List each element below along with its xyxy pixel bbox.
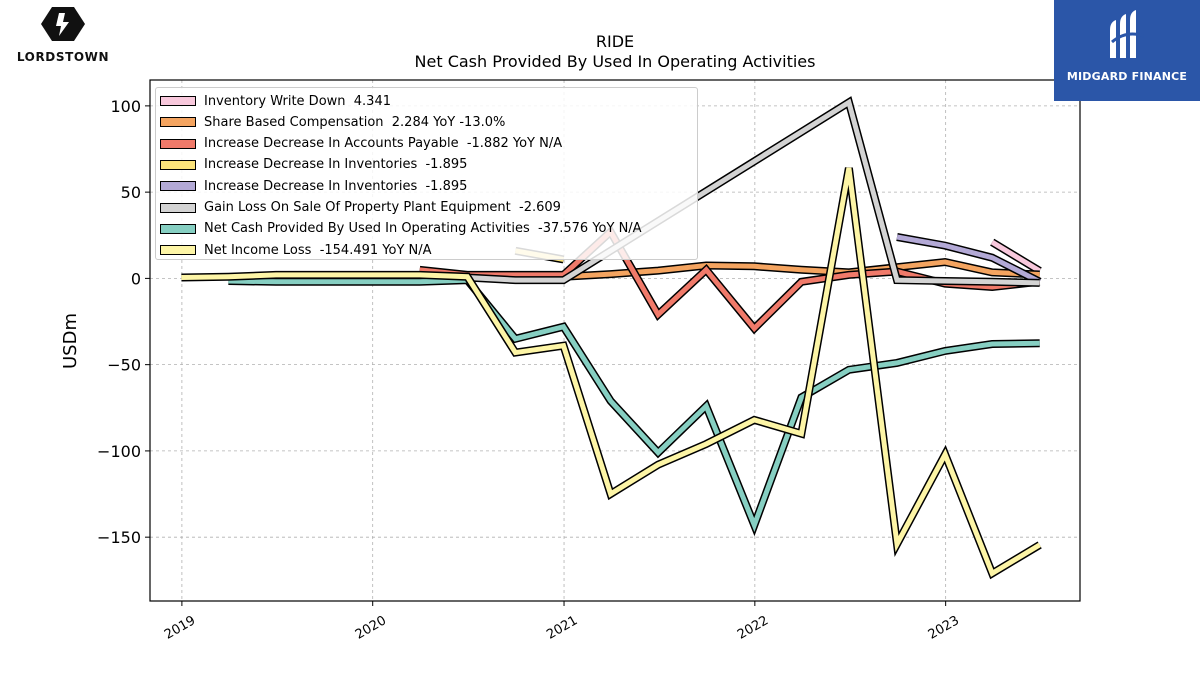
chart-legend: Inventory Write Down 4.341 Share Based Co… xyxy=(155,87,698,260)
legend-label: Gain Loss On Sale Of Property Plant Equi… xyxy=(204,200,561,215)
series-lines xyxy=(181,96,1042,580)
series-core xyxy=(990,240,1041,274)
legend-item: Increase Decrease In Inventories -1.895 xyxy=(160,155,467,175)
y-tick-label: 50 xyxy=(121,183,141,202)
legend-label: Net Income Loss -154.491 YoY N/A xyxy=(204,242,432,258)
legend-swatch xyxy=(160,159,196,170)
legend-swatch xyxy=(160,96,196,106)
lordstown-wordmark: LORDSTOWN xyxy=(16,50,110,64)
series-line-6 xyxy=(228,276,1040,537)
legend-item: Increase Decrease In Inventories -1.895 xyxy=(160,176,467,196)
series-line-0 xyxy=(990,238,1042,275)
series-core xyxy=(467,98,1040,286)
x-tick-label: 2021 xyxy=(544,613,580,643)
x-tick-label: 2019 xyxy=(162,613,198,643)
legend-label: Increase Decrease In Accounts Payable -1… xyxy=(204,136,563,152)
series-core xyxy=(228,277,1040,533)
x-tick-label: 2020 xyxy=(353,613,389,643)
series-core xyxy=(896,234,1041,284)
y-tick-label: −150 xyxy=(97,528,141,547)
lordstown-bolt-icon xyxy=(41,7,85,41)
legend-swatch xyxy=(160,223,196,234)
y-axis-label: USDm xyxy=(60,313,81,369)
x-tick-label: 2023 xyxy=(926,613,962,643)
legend-label: Share Based Compensation 2.284 YoY -13.0… xyxy=(204,114,506,130)
legend-swatch xyxy=(160,245,196,256)
midgard-finance-logo: MIDGARD FINANCE xyxy=(1054,0,1200,101)
lordstown-logo: LORDSTOWN xyxy=(4,4,122,66)
legend-label: Inventory Write Down 4.341 xyxy=(204,93,391,109)
legend-item: Inventory Write Down 4.341 xyxy=(160,91,391,111)
legend-item: Increase Decrease In Accounts Payable -1… xyxy=(160,134,562,154)
legend-swatch xyxy=(160,138,196,149)
midgard-emblem-icon xyxy=(1110,10,1145,58)
legend-label: Increase Decrease In Inventories -1.895 xyxy=(204,157,468,173)
legend-item: Net Income Loss -154.491 YoY N/A xyxy=(160,240,432,260)
series-line-5 xyxy=(467,96,1040,287)
y-tick-label: 0 xyxy=(131,269,141,288)
legend-item: Share Based Compensation 2.284 YoY -13.0… xyxy=(160,112,505,132)
chart-title: RIDE xyxy=(595,32,635,51)
legend-label: Increase Decrease In Inventories -1.895 xyxy=(204,178,468,194)
legend-item: Gain Loss On Sale Of Property Plant Equi… xyxy=(160,198,561,218)
legend-item: Net Cash Provided By Used In Operating A… xyxy=(160,219,642,239)
chart-subtitle: Net Cash Provided By Used In Operating A… xyxy=(414,52,816,71)
series-outline xyxy=(228,276,1040,537)
y-tick-label: −50 xyxy=(107,356,141,375)
series-line-4 xyxy=(896,233,1042,286)
legend-label: Net Cash Provided By Used In Operating A… xyxy=(204,221,642,237)
series-core xyxy=(181,167,1041,578)
legend-swatch xyxy=(160,202,196,213)
y-tick-label: −100 xyxy=(97,442,141,461)
legend-swatch xyxy=(160,181,196,192)
legend-swatch xyxy=(160,117,196,128)
x-tick-label: 2022 xyxy=(735,613,771,643)
y-tick-label: 100 xyxy=(110,97,141,116)
plot-frame xyxy=(149,79,1081,602)
midgard-wordmark: MIDGARD FINANCE xyxy=(1066,70,1188,83)
series-line-7 xyxy=(181,167,1042,580)
